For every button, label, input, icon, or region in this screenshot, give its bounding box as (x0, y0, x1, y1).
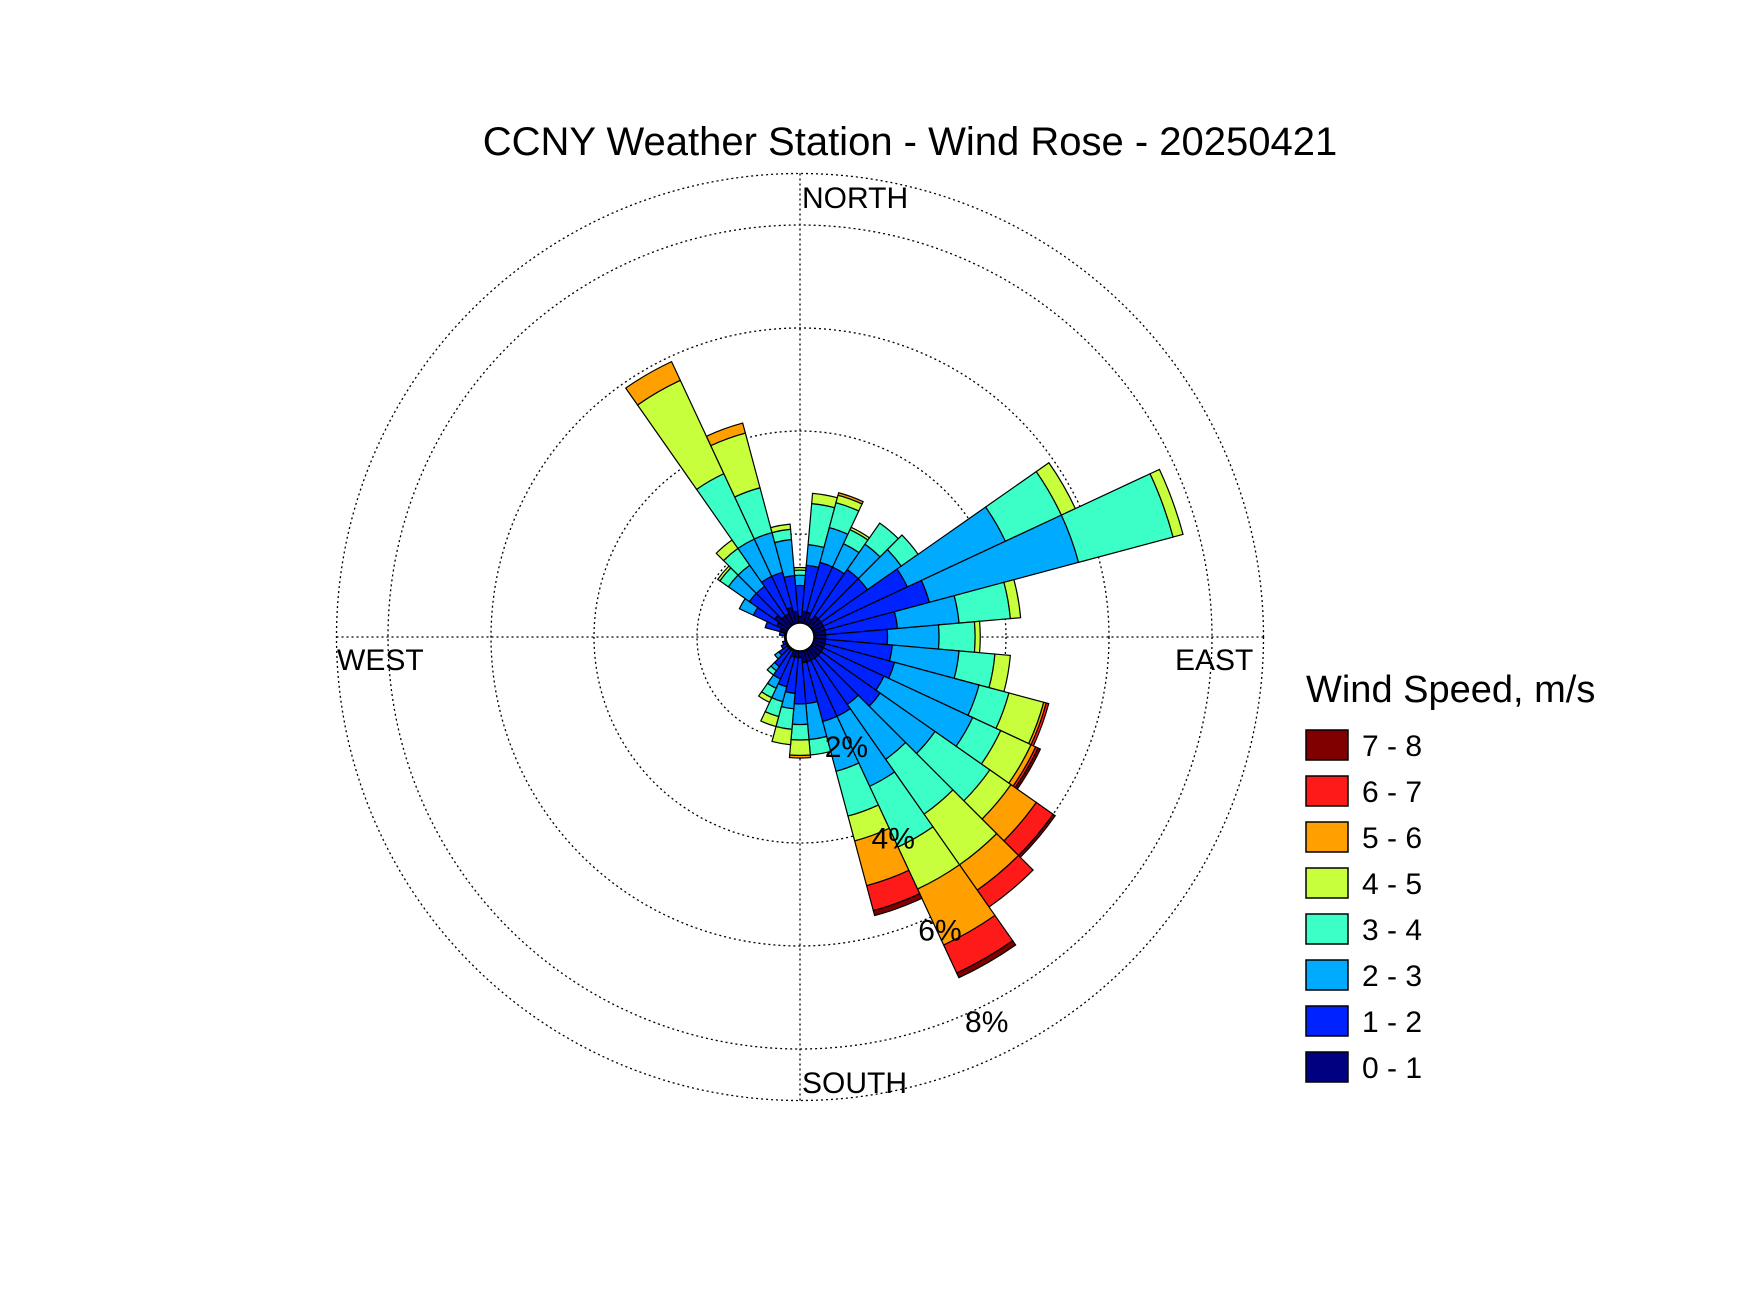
ring-label: 4% (872, 823, 915, 856)
sector-350 (769, 523, 800, 625)
sector-190 (771, 649, 800, 746)
west-label: WEST (337, 644, 424, 677)
legend-label: 7 - 8 (1362, 730, 1422, 763)
legend-label: 3 - 4 (1362, 914, 1422, 947)
sector-segment (771, 725, 793, 746)
legend-label: 6 - 7 (1362, 776, 1422, 809)
north-label: NORTH (802, 182, 908, 215)
wind-sectors (624, 360, 1184, 979)
sector-20 (802, 492, 864, 626)
sector-segment (789, 738, 811, 757)
legend-swatch (1305, 1051, 1349, 1083)
sector-segment (793, 574, 807, 587)
sector-segment (837, 492, 864, 505)
east-label: EAST (1175, 644, 1253, 677)
legend-swatch (1305, 821, 1349, 853)
legend-swatch (1305, 1005, 1349, 1037)
sector-150 (805, 647, 1017, 979)
sector-segment (1003, 578, 1022, 620)
legend-label: 4 - 5 (1362, 868, 1422, 901)
grid-ring (490, 327, 1110, 947)
sector-10 (800, 492, 839, 625)
legend-label: 1 - 2 (1362, 1006, 1422, 1039)
legend-title: Wind Speed, m/s (1306, 669, 1595, 711)
sector-120 (810, 642, 1042, 790)
polar-grid (335, 172, 1265, 1102)
sector-segment (705, 422, 747, 447)
sector-80 (812, 578, 1022, 637)
sector-segment (793, 569, 807, 577)
ring-label: 2% (825, 731, 868, 764)
sector-160 (802, 648, 923, 917)
ring-label: 8% (965, 1006, 1008, 1039)
sector-segment (937, 621, 976, 653)
sector-segment (788, 754, 812, 759)
sector-segment (780, 642, 789, 650)
legend-swatch (1305, 729, 1349, 761)
south-label: SOUTH (802, 1067, 907, 1100)
sector-segment (760, 710, 780, 728)
sector-180 (788, 650, 812, 759)
sector-segment (872, 892, 923, 917)
ring-labels: 2% 4% 6% 8% (825, 731, 1009, 1039)
sector-320 (715, 539, 793, 628)
sector-segment (790, 723, 810, 741)
legend-swatch (1305, 775, 1349, 807)
legend-label: 5 - 6 (1362, 822, 1422, 855)
chart-title: CCNY Weather Station - Wind Rose - 20250… (483, 120, 1338, 164)
sector-segment (757, 691, 773, 704)
sector-40 (807, 522, 900, 628)
sector-segment (973, 620, 981, 654)
sector-segment (793, 566, 807, 571)
sector-130 (809, 644, 1057, 859)
legend-label: 0 - 1 (1362, 1052, 1422, 1085)
sector-segment (1149, 468, 1184, 538)
ring-label: 6% (918, 914, 961, 947)
sector-110 (811, 639, 1050, 747)
sector-segment (791, 703, 809, 726)
sector-90 (813, 620, 981, 654)
center-hub (785, 622, 815, 652)
sector-segment (624, 360, 682, 406)
legend-swatch (1305, 867, 1349, 899)
sector-70 (811, 468, 1184, 635)
legend-swatch (1305, 913, 1349, 945)
sector-340 (705, 422, 798, 626)
legend: Wind Speed, m/s 7 - 8 6 - 7 5 - 6 4 - 5 3 - … (1305, 669, 1595, 1085)
sector-segment (773, 650, 783, 660)
sector-220 (766, 646, 793, 676)
sector-segment (781, 640, 787, 646)
sector-segment (955, 939, 1017, 979)
legend-swatch (1305, 959, 1349, 991)
sector-segment (769, 523, 792, 534)
legend-label: 2 - 3 (1362, 960, 1422, 993)
sector-segment (766, 665, 778, 676)
grid-ring (593, 430, 1007, 844)
